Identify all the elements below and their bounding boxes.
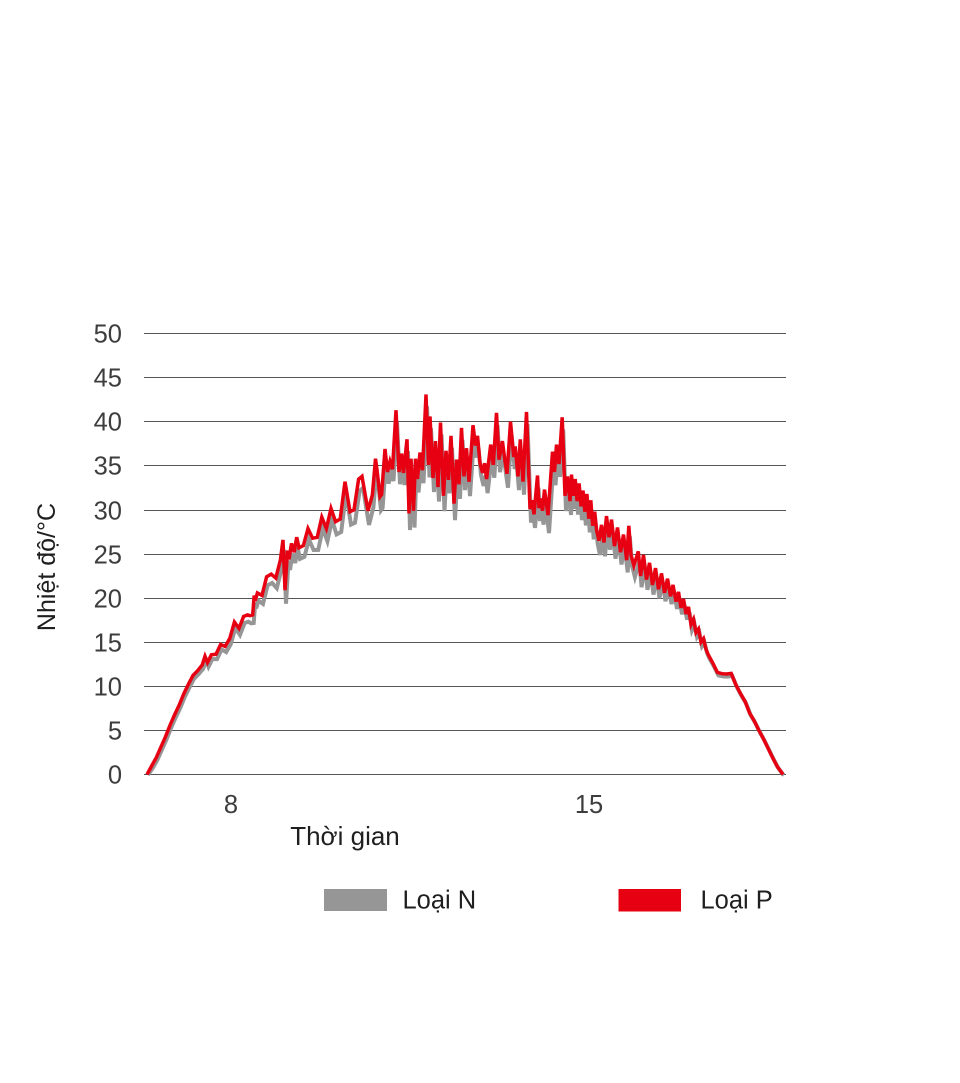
svg-text:10: 10 xyxy=(94,673,122,701)
svg-text:5: 5 xyxy=(108,717,122,745)
svg-text:Loại P: Loại P xyxy=(701,887,773,915)
svg-text:20: 20 xyxy=(94,585,122,613)
svg-text:35: 35 xyxy=(94,452,122,480)
svg-text:Nhiệt độ/°C: Nhiệt độ/°C xyxy=(33,503,61,631)
svg-text:Loại N: Loại N xyxy=(403,887,477,915)
svg-text:15: 15 xyxy=(575,791,603,819)
svg-text:0: 0 xyxy=(108,761,122,789)
svg-text:45: 45 xyxy=(94,364,122,392)
svg-text:25: 25 xyxy=(94,541,122,569)
svg-text:40: 40 xyxy=(94,408,122,436)
svg-text:30: 30 xyxy=(94,497,122,525)
svg-text:Thời gian: Thời gian xyxy=(290,821,400,851)
svg-text:50: 50 xyxy=(94,320,122,348)
svg-text:8: 8 xyxy=(224,791,238,819)
svg-text:15: 15 xyxy=(94,629,122,657)
